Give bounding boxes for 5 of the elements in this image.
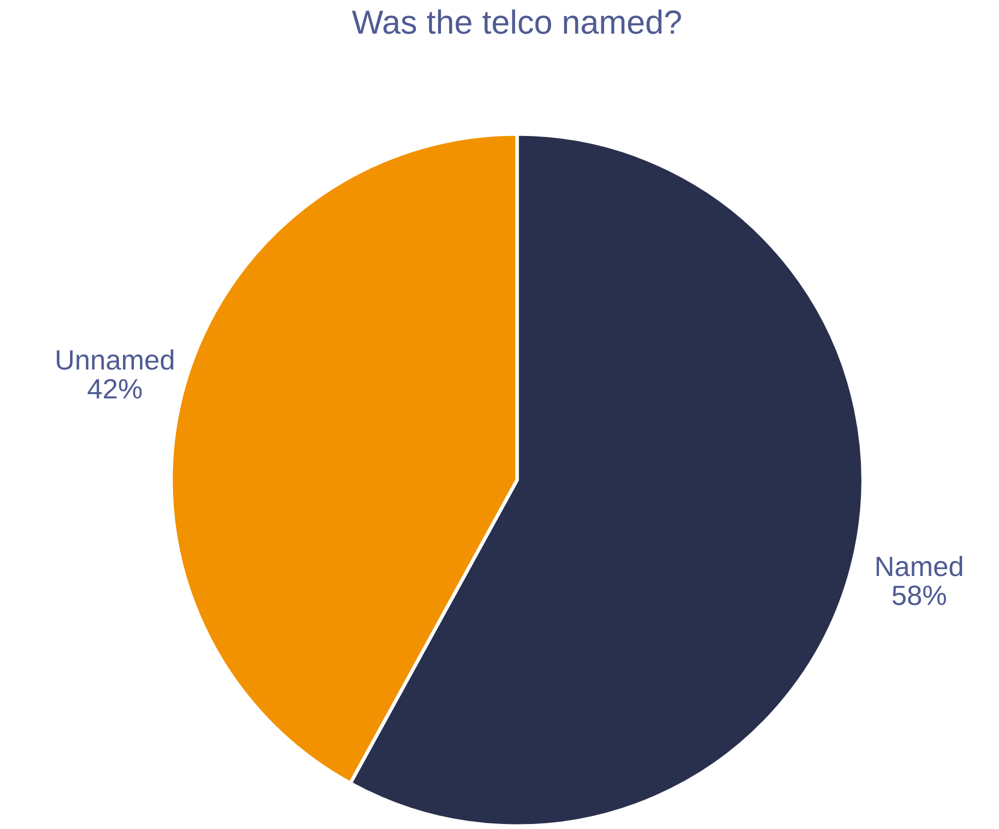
slice-label: Unnamed (56, 349, 174, 370)
slice-label: Named (876, 556, 962, 576)
data-label: 58% (892, 586, 946, 606)
chart-title: Was the telco named? (352, 9, 681, 34)
data-label: 42% (88, 379, 142, 399)
